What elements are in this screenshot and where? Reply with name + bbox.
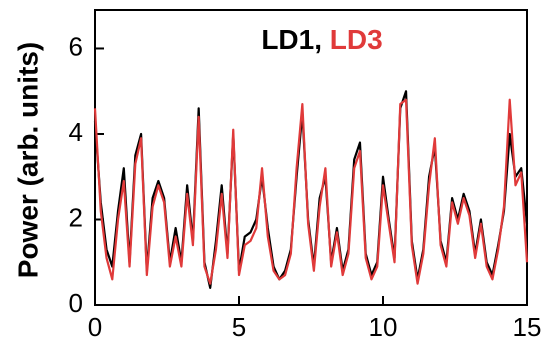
y-tick-label: 4 xyxy=(69,117,83,147)
x-tick-label: 0 xyxy=(88,312,102,342)
y-tick-label: 0 xyxy=(69,288,83,318)
y-axis-label: Power (arb. units) xyxy=(12,42,43,278)
x-tick-label: 15 xyxy=(513,312,542,342)
y-tick-label: 6 xyxy=(69,31,83,61)
series-line xyxy=(93,98,529,285)
legend-entry: LD3 xyxy=(330,24,383,55)
x-tick-label: 5 xyxy=(232,312,246,342)
plot-frame xyxy=(94,9,528,306)
legend: LD1, LD3 xyxy=(261,24,382,55)
y-tick-label: 2 xyxy=(69,202,83,232)
x-tick-label: 10 xyxy=(369,312,398,342)
legend-entry: LD1 xyxy=(261,24,314,55)
legend-separator: , xyxy=(314,24,330,55)
